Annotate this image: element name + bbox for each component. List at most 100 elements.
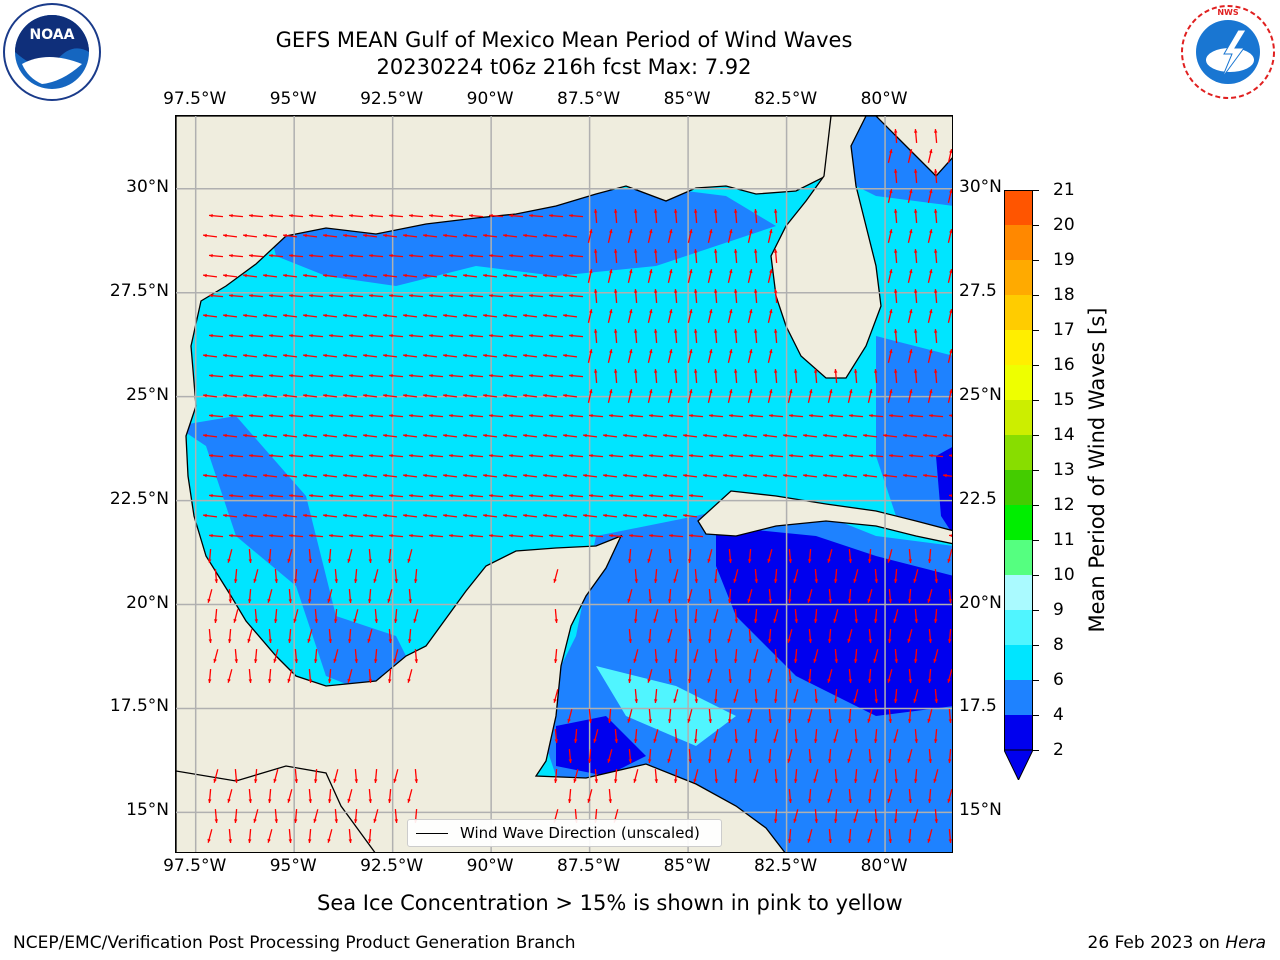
wave-direction-arrow	[627, 548, 632, 564]
wave-direction-arrow	[393, 649, 399, 663]
wave-direction-arrow	[228, 253, 244, 258]
wave-direction-arrow	[727, 588, 732, 604]
wave-direction-arrow	[673, 768, 678, 784]
colorbar-tick-mark	[1033, 470, 1039, 471]
wave-direction-arrow	[287, 549, 293, 563]
footer-date: 26 Feb 2023 on Hera	[1088, 933, 1266, 953]
wave-direction-arrow	[602, 473, 618, 478]
map-panel[interactable]	[175, 115, 953, 853]
wave-direction-arrow	[927, 788, 932, 804]
wave-direction-arrow	[827, 389, 833, 403]
wave-direction-arrow	[607, 708, 612, 724]
wave-direction-arrow	[327, 548, 332, 564]
wave-direction-arrow	[562, 473, 578, 478]
wave-direction-arrow	[853, 648, 858, 664]
wave-direction-arrow	[442, 353, 458, 358]
wave-direction-arrow	[767, 389, 773, 403]
wave-direction-arrow	[414, 768, 419, 784]
wave-direction-arrow	[208, 628, 213, 644]
wave-direction-arrow	[468, 293, 484, 298]
wave-direction-arrow	[927, 668, 932, 684]
wave-direction-arrow	[887, 349, 893, 363]
wave-direction-arrow	[488, 453, 504, 458]
wave-direction-arrow	[907, 309, 913, 323]
wave-direction-arrow	[907, 389, 913, 403]
wave-direction-arrow	[668, 453, 684, 458]
wave-direction-arrow	[907, 588, 912, 604]
wave-direction-arrow	[927, 309, 933, 323]
wave-direction-arrow	[753, 728, 758, 744]
wave-direction-arrow	[893, 248, 898, 264]
wave-direction-arrow	[714, 768, 719, 784]
wave-direction-arrow	[568, 748, 573, 764]
wave-direction-arrow	[462, 273, 478, 278]
colorbar-segment	[1004, 645, 1033, 680]
wave-direction-arrow	[927, 709, 933, 723]
wave-direction-arrow	[402, 353, 418, 358]
wave-direction-arrow	[522, 393, 538, 398]
wave-direction-arrow	[673, 328, 678, 344]
wave-direction-arrow	[428, 213, 444, 218]
wave-direction-arrow	[247, 629, 253, 643]
wave-direction-arrow	[613, 768, 618, 784]
wave-direction-arrow	[648, 708, 653, 724]
wave-direction-arrow	[422, 513, 438, 518]
wave-direction-arrow	[522, 313, 538, 318]
wave-direction-arrow	[348, 533, 364, 538]
colorbar	[1004, 190, 1033, 780]
wave-direction-arrow	[867, 829, 873, 843]
wave-direction-arrow	[768, 453, 784, 458]
wave-direction-arrow	[674, 728, 679, 744]
wave-direction-arrow	[388, 253, 404, 258]
wave-direction-arrow	[728, 548, 733, 564]
wave-direction-arrow	[528, 253, 544, 258]
wave-direction-arrow	[293, 808, 298, 824]
wave-direction-arrow	[647, 748, 652, 764]
wave-direction-arrow	[733, 768, 738, 784]
wave-direction-arrow	[268, 628, 273, 644]
wave-direction-arrow	[227, 669, 233, 683]
wave-direction-arrow	[928, 413, 944, 418]
svg-text:NWS: NWS	[1217, 8, 1239, 17]
wave-direction-arrow	[833, 568, 838, 584]
wave-direction-arrow	[927, 829, 933, 843]
wave-direction-arrow	[282, 433, 298, 438]
wave-direction-arrow	[362, 353, 378, 358]
wave-direction-arrow	[702, 473, 718, 478]
wave-direction-arrow	[927, 548, 932, 564]
wave-direction-arrow	[787, 629, 793, 643]
wave-direction-arrow	[262, 433, 278, 438]
wave-direction-arrow	[613, 208, 618, 224]
wave-direction-arrow	[942, 473, 952, 478]
wave-direction-arrow	[482, 233, 498, 238]
wave-direction-arrow	[482, 473, 498, 478]
wave-direction-arrow	[827, 669, 833, 683]
wave-direction-arrow	[647, 269, 653, 283]
wave-direction-arrow	[282, 393, 298, 398]
wave-direction-arrow	[588, 533, 604, 538]
wave-direction-arrow	[273, 769, 279, 783]
wave-direction-arrow	[522, 353, 538, 358]
wave-direction-arrow	[847, 828, 852, 844]
wave-direction-arrow	[687, 389, 693, 403]
wave-direction-arrow	[553, 689, 559, 703]
wave-direction-arrow	[588, 708, 593, 724]
colorbar-tick: 20	[1053, 215, 1075, 235]
wave-direction-arrow	[322, 313, 338, 318]
wave-direction-arrow	[373, 569, 379, 583]
wave-direction-arrow	[282, 473, 298, 478]
wave-direction-arrow	[874, 808, 879, 824]
wave-direction-arrow	[428, 453, 444, 458]
wave-direction-arrow	[654, 768, 659, 784]
wave-direction-arrow	[262, 473, 278, 478]
wave-direction-arrow	[368, 253, 384, 258]
lon-tick-bottom: 97.5°W	[163, 856, 227, 876]
wave-direction-arrow	[408, 413, 424, 418]
wave-direction-arrow	[807, 548, 812, 564]
wave-direction-arrow	[848, 548, 853, 564]
wave-direction-arrow	[748, 628, 753, 644]
wave-direction-arrow	[273, 649, 279, 663]
wave-direction-arrow	[308, 333, 324, 338]
wave-direction-arrow	[522, 273, 538, 278]
map-legend: Wind Wave Direction (unscaled)	[407, 819, 722, 847]
